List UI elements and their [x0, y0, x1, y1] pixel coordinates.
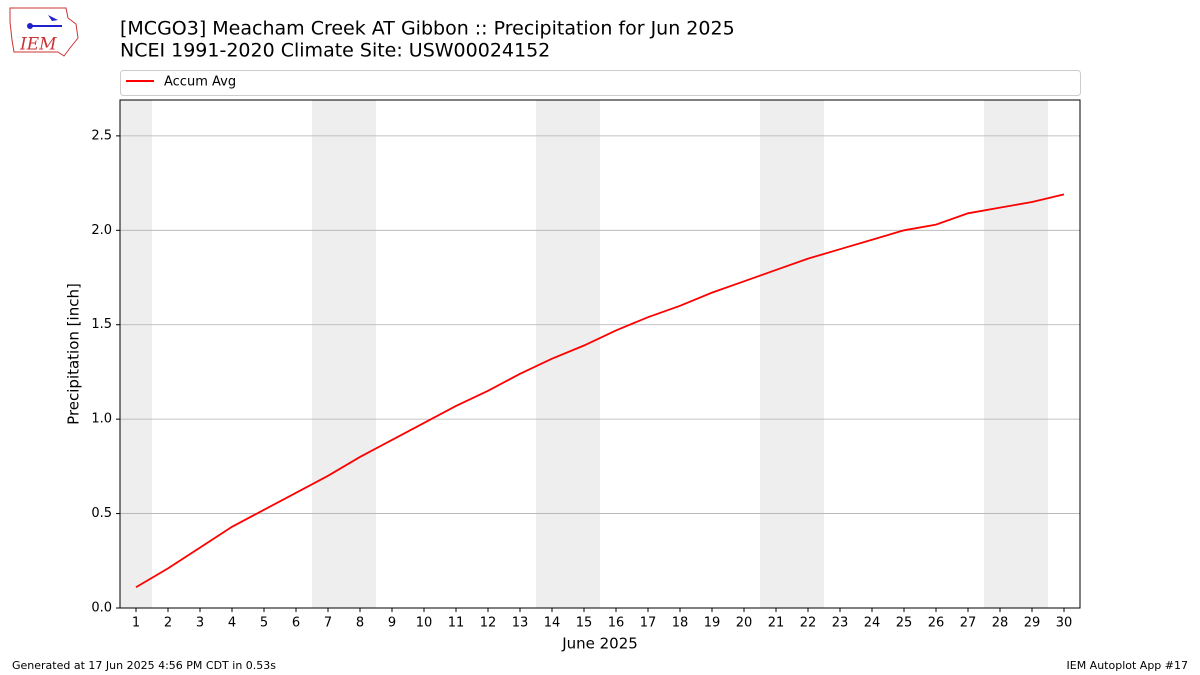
legend-box	[120, 70, 1081, 96]
x-tick-label: 22	[800, 616, 817, 631]
footer-left: Generated at 17 Jun 2025 4:56 PM CDT in …	[12, 659, 276, 672]
x-tick-label: 30	[1056, 616, 1073, 631]
footer-right: IEM Autoplot App #17	[1067, 659, 1189, 672]
x-tick-label: 26	[928, 616, 945, 631]
x-tick-label: 28	[992, 616, 1009, 631]
data-line	[135, 193, 1065, 589]
x-tick-label: 15	[576, 616, 593, 631]
legend-label: Accum Avg	[164, 75, 236, 90]
logo: IEM	[9, 7, 79, 57]
chart-title: [MCGO3] Meacham Creek AT Gibbon :: Preci…	[120, 18, 735, 40]
x-tick-label: 25	[896, 616, 913, 631]
x-tick-label: 21	[768, 616, 785, 631]
chart-subtitle: NCEI 1991-2020 Climate Site: USW00024152	[120, 40, 550, 62]
logo-text: IEM	[19, 35, 57, 55]
x-tick-label: 23	[832, 616, 849, 631]
weekend-shade	[120, 100, 152, 608]
x-tick-label: 8	[356, 616, 364, 631]
x-tick-label: 10	[416, 616, 433, 631]
y-tick-label: 2.5	[91, 128, 112, 143]
y-tick-label: 0.0	[91, 601, 112, 616]
y-axis-label: Precipitation [inch]	[65, 283, 83, 425]
x-tick-label: 27	[960, 616, 977, 631]
weekend-shade	[536, 100, 600, 608]
x-tick-label: 4	[228, 616, 236, 631]
x-tick-label: 5	[260, 616, 268, 631]
y-tick-label: 2.0	[91, 223, 112, 238]
weekend-shade	[984, 100, 1048, 608]
plot-frame	[119, 99, 1081, 609]
x-tick-label: 11	[448, 616, 465, 631]
y-tick-label: 1.5	[91, 317, 112, 332]
y-tick-label: 0.5	[91, 506, 112, 521]
y-tick-label: 1.0	[91, 412, 112, 427]
logo-outline	[9, 7, 79, 57]
x-tick-label: 24	[864, 616, 881, 631]
x-tick-label: 20	[736, 616, 753, 631]
x-tick-label: 19	[704, 616, 721, 631]
x-tick-label: 7	[324, 616, 332, 631]
x-tick-label: 29	[1024, 616, 1041, 631]
x-tick-label: 18	[672, 616, 689, 631]
x-tick-label: 14	[544, 616, 561, 631]
x-tick-label: 9	[388, 616, 396, 631]
x-tick-label: 3	[196, 616, 204, 631]
x-tick-label: 16	[608, 616, 625, 631]
logo-icon	[27, 23, 33, 29]
x-tick-label: 6	[292, 616, 300, 631]
x-axis-label: June 2025	[561, 635, 638, 653]
weekend-shade	[312, 100, 376, 608]
x-tick-label: 12	[480, 616, 497, 631]
x-tick-label: 1	[132, 616, 140, 631]
x-tick-label: 13	[512, 616, 529, 631]
x-tick-label: 2	[164, 616, 172, 631]
x-tick-label: 17	[640, 616, 657, 631]
logo-icon	[48, 15, 58, 21]
weekend-shade	[760, 100, 824, 608]
